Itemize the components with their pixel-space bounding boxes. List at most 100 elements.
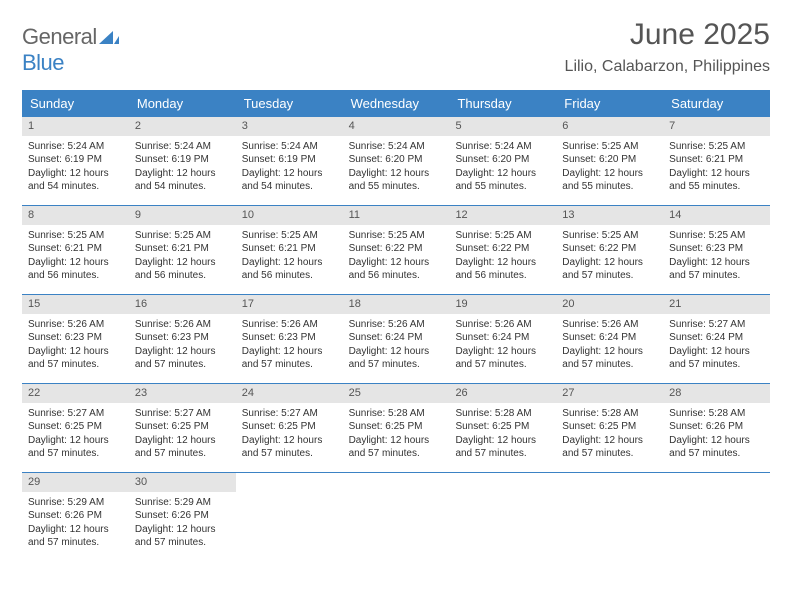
daylight-text: and 56 minutes. bbox=[135, 269, 230, 283]
sunrise-text: Sunrise: 5:26 AM bbox=[28, 318, 123, 332]
weekday-sunday: Sunday bbox=[22, 90, 129, 117]
day-number: 7 bbox=[663, 117, 770, 136]
sunset-text: Sunset: 6:25 PM bbox=[349, 420, 444, 434]
day-number: 17 bbox=[236, 295, 343, 314]
day-cell: 21Sunrise: 5:27 AMSunset: 6:24 PMDayligh… bbox=[663, 295, 770, 383]
daylight-text: and 57 minutes. bbox=[669, 269, 764, 283]
daylight-text: and 56 minutes. bbox=[455, 269, 550, 283]
daylight-text: and 57 minutes. bbox=[349, 358, 444, 372]
daylight-text: Daylight: 12 hours bbox=[28, 523, 123, 537]
day-number: 1 bbox=[22, 117, 129, 136]
sunset-text: Sunset: 6:23 PM bbox=[28, 331, 123, 345]
day-cell: 8Sunrise: 5:25 AMSunset: 6:21 PMDaylight… bbox=[22, 206, 129, 294]
sunrise-text: Sunrise: 5:25 AM bbox=[562, 229, 657, 243]
daylight-text: Daylight: 12 hours bbox=[455, 256, 550, 270]
daylight-text: Daylight: 12 hours bbox=[135, 256, 230, 270]
day-cell-empty bbox=[236, 473, 343, 561]
sunset-text: Sunset: 6:21 PM bbox=[669, 153, 764, 167]
day-cell: 25Sunrise: 5:28 AMSunset: 6:25 PMDayligh… bbox=[343, 384, 450, 472]
day-number: 5 bbox=[449, 117, 556, 136]
day-cell: 1Sunrise: 5:24 AMSunset: 6:19 PMDaylight… bbox=[22, 117, 129, 205]
day-cell: 2Sunrise: 5:24 AMSunset: 6:19 PMDaylight… bbox=[129, 117, 236, 205]
sunset-text: Sunset: 6:25 PM bbox=[28, 420, 123, 434]
day-cell: 10Sunrise: 5:25 AMSunset: 6:21 PMDayligh… bbox=[236, 206, 343, 294]
daylight-text: Daylight: 12 hours bbox=[28, 345, 123, 359]
logo-line1: General bbox=[22, 24, 97, 49]
weekday-header: Sunday Monday Tuesday Wednesday Thursday… bbox=[22, 90, 770, 117]
header: General Blue June 2025 Lilio, Calabarzon… bbox=[22, 18, 770, 76]
day-number: 14 bbox=[663, 206, 770, 225]
day-number: 19 bbox=[449, 295, 556, 314]
sunset-text: Sunset: 6:25 PM bbox=[135, 420, 230, 434]
day-number: 18 bbox=[343, 295, 450, 314]
daylight-text: Daylight: 12 hours bbox=[28, 434, 123, 448]
day-number: 21 bbox=[663, 295, 770, 314]
sunrise-text: Sunrise: 5:28 AM bbox=[562, 407, 657, 421]
weekday-friday: Friday bbox=[556, 90, 663, 117]
sunrise-text: Sunrise: 5:25 AM bbox=[455, 229, 550, 243]
sunrise-text: Sunrise: 5:26 AM bbox=[242, 318, 337, 332]
day-cell: 16Sunrise: 5:26 AMSunset: 6:23 PMDayligh… bbox=[129, 295, 236, 383]
day-number: 6 bbox=[556, 117, 663, 136]
sunset-text: Sunset: 6:22 PM bbox=[562, 242, 657, 256]
sunrise-text: Sunrise: 5:26 AM bbox=[455, 318, 550, 332]
day-cell-empty bbox=[556, 473, 663, 561]
sunset-text: Sunset: 6:19 PM bbox=[135, 153, 230, 167]
weekday-saturday: Saturday bbox=[663, 90, 770, 117]
daylight-text: Daylight: 12 hours bbox=[562, 256, 657, 270]
sunrise-text: Sunrise: 5:27 AM bbox=[135, 407, 230, 421]
sunrise-text: Sunrise: 5:26 AM bbox=[349, 318, 444, 332]
daylight-text: Daylight: 12 hours bbox=[135, 523, 230, 537]
day-number: 10 bbox=[236, 206, 343, 225]
day-number: 23 bbox=[129, 384, 236, 403]
weekday-wednesday: Wednesday bbox=[343, 90, 450, 117]
day-number: 3 bbox=[236, 117, 343, 136]
daylight-text: Daylight: 12 hours bbox=[349, 167, 444, 181]
week-row: 8Sunrise: 5:25 AMSunset: 6:21 PMDaylight… bbox=[22, 205, 770, 294]
daylight-text: and 57 minutes. bbox=[242, 358, 337, 372]
day-number: 4 bbox=[343, 117, 450, 136]
sunset-text: Sunset: 6:25 PM bbox=[455, 420, 550, 434]
daylight-text: Daylight: 12 hours bbox=[349, 256, 444, 270]
day-number: 28 bbox=[663, 384, 770, 403]
sunrise-text: Sunrise: 5:26 AM bbox=[562, 318, 657, 332]
day-cell: 18Sunrise: 5:26 AMSunset: 6:24 PMDayligh… bbox=[343, 295, 450, 383]
daylight-text: Daylight: 12 hours bbox=[562, 167, 657, 181]
calendar: Sunday Monday Tuesday Wednesday Thursday… bbox=[22, 90, 770, 561]
day-cell: 19Sunrise: 5:26 AMSunset: 6:24 PMDayligh… bbox=[449, 295, 556, 383]
day-cell: 3Sunrise: 5:24 AMSunset: 6:19 PMDaylight… bbox=[236, 117, 343, 205]
daylight-text: and 57 minutes. bbox=[669, 358, 764, 372]
daylight-text: and 54 minutes. bbox=[135, 180, 230, 194]
sunrise-text: Sunrise: 5:25 AM bbox=[28, 229, 123, 243]
day-cell: 27Sunrise: 5:28 AMSunset: 6:25 PMDayligh… bbox=[556, 384, 663, 472]
day-number: 9 bbox=[129, 206, 236, 225]
daylight-text: Daylight: 12 hours bbox=[242, 345, 337, 359]
daylight-text: and 57 minutes. bbox=[562, 447, 657, 461]
daylight-text: and 56 minutes. bbox=[28, 269, 123, 283]
day-number: 29 bbox=[22, 473, 129, 492]
sunset-text: Sunset: 6:23 PM bbox=[669, 242, 764, 256]
daylight-text: Daylight: 12 hours bbox=[135, 167, 230, 181]
sunrise-text: Sunrise: 5:25 AM bbox=[349, 229, 444, 243]
week-row: 1Sunrise: 5:24 AMSunset: 6:19 PMDaylight… bbox=[22, 117, 770, 205]
daylight-text: and 57 minutes. bbox=[349, 447, 444, 461]
day-number: 26 bbox=[449, 384, 556, 403]
daylight-text: and 57 minutes. bbox=[669, 447, 764, 461]
day-cell: 7Sunrise: 5:25 AMSunset: 6:21 PMDaylight… bbox=[663, 117, 770, 205]
sunrise-text: Sunrise: 5:24 AM bbox=[242, 140, 337, 154]
daylight-text: Daylight: 12 hours bbox=[242, 167, 337, 181]
sunset-text: Sunset: 6:19 PM bbox=[28, 153, 123, 167]
daylight-text: and 57 minutes. bbox=[135, 536, 230, 550]
daylight-text: Daylight: 12 hours bbox=[562, 345, 657, 359]
sunrise-text: Sunrise: 5:27 AM bbox=[242, 407, 337, 421]
week-row: 15Sunrise: 5:26 AMSunset: 6:23 PMDayligh… bbox=[22, 294, 770, 383]
daylight-text: Daylight: 12 hours bbox=[669, 345, 764, 359]
day-cell: 4Sunrise: 5:24 AMSunset: 6:20 PMDaylight… bbox=[343, 117, 450, 205]
sunset-text: Sunset: 6:22 PM bbox=[349, 242, 444, 256]
sunrise-text: Sunrise: 5:27 AM bbox=[669, 318, 764, 332]
sunset-text: Sunset: 6:24 PM bbox=[349, 331, 444, 345]
sunrise-text: Sunrise: 5:25 AM bbox=[135, 229, 230, 243]
sunset-text: Sunset: 6:20 PM bbox=[349, 153, 444, 167]
daylight-text: Daylight: 12 hours bbox=[349, 434, 444, 448]
sunset-text: Sunset: 6:21 PM bbox=[135, 242, 230, 256]
